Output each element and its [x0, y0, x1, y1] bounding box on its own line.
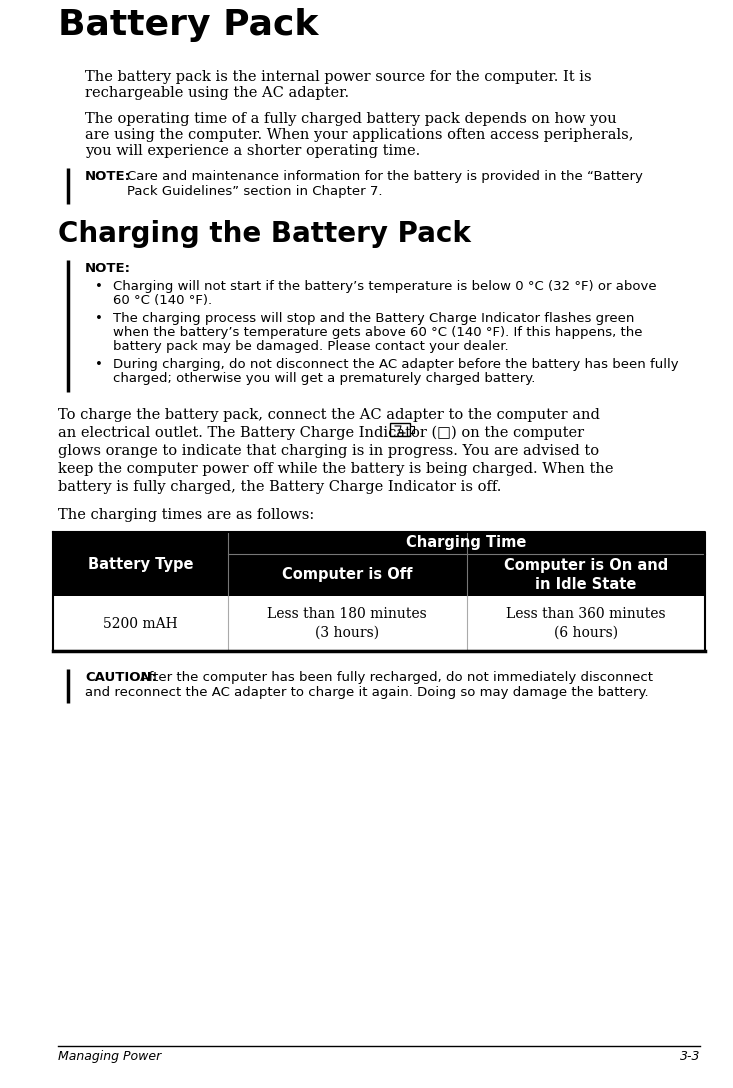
- Text: Managing Power: Managing Power: [58, 1050, 161, 1063]
- Text: Pack Guidelines” section in Chapter 7.: Pack Guidelines” section in Chapter 7.: [127, 185, 383, 198]
- Text: •: •: [95, 280, 103, 293]
- Text: and reconnect the AC adapter to charge it again. Doing so may damage the battery: and reconnect the AC adapter to charge i…: [85, 687, 649, 698]
- Text: 60 °C (140 °F).: 60 °C (140 °F).: [113, 294, 212, 307]
- Text: when the battery’s temperature gets above 60 °C (140 °F). If this happens, the: when the battery’s temperature gets abov…: [113, 326, 643, 339]
- Bar: [410, 426, 414, 433]
- Text: NOTE:: NOTE:: [85, 170, 131, 183]
- Text: Charging will not start if the battery’s temperature is below 0 °C (32 °F) or ab: Charging will not start if the battery’s…: [113, 280, 657, 293]
- Text: 3-3: 3-3: [679, 1050, 700, 1063]
- Text: CAUTION:: CAUTION:: [85, 671, 157, 684]
- Text: charged; otherwise you will get a prematurely charged battery.: charged; otherwise you will get a premat…: [113, 372, 535, 385]
- Text: Computer is Off: Computer is Off: [282, 568, 413, 582]
- Text: you will experience a shorter operating time.: you will experience a shorter operating …: [85, 144, 420, 158]
- Bar: [390, 423, 410, 436]
- Text: Less than 180 minutes
(3 hours): Less than 180 minutes (3 hours): [268, 607, 427, 640]
- Text: rechargeable using the AC adapter.: rechargeable using the AC adapter.: [85, 86, 349, 100]
- Text: To charge the battery pack, connect the AC adapter to the computer and: To charge the battery pack, connect the …: [58, 408, 600, 422]
- Text: After the computer has been fully recharged, do not immediately disconnect: After the computer has been fully rechar…: [140, 671, 653, 684]
- Bar: [53, 532, 705, 596]
- Text: Battery Type: Battery Type: [88, 556, 194, 571]
- Text: glows orange to indicate that charging is in progress. You are advised to: glows orange to indicate that charging i…: [58, 444, 599, 458]
- Text: The charging times are as follows:: The charging times are as follows:: [58, 508, 314, 522]
- Text: During charging, do not disconnect the AC adapter before the battery has been fu: During charging, do not disconnect the A…: [113, 358, 679, 371]
- Text: The operating time of a fully charged battery pack depends on how you: The operating time of a fully charged ba…: [85, 112, 616, 126]
- Text: Charging the Battery Pack: Charging the Battery Pack: [58, 220, 471, 248]
- Bar: [53, 596, 705, 651]
- Text: Charging Time: Charging Time: [406, 535, 527, 551]
- Text: The battery pack is the internal power source for the computer. It is: The battery pack is the internal power s…: [85, 70, 592, 84]
- Text: Less than 360 minutes
(6 hours): Less than 360 minutes (6 hours): [506, 607, 666, 640]
- Text: NOTE:: NOTE:: [85, 262, 131, 275]
- Text: battery pack may be damaged. Please contact your dealer.: battery pack may be damaged. Please cont…: [113, 339, 509, 353]
- Text: keep the computer power off while the battery is being charged. When the: keep the computer power off while the ba…: [58, 462, 614, 477]
- Text: Computer is On and
in Idle State: Computer is On and in Idle State: [504, 558, 668, 592]
- Text: Battery Pack: Battery Pack: [58, 8, 318, 42]
- Text: battery is fully charged, the Battery Charge Indicator is off.: battery is fully charged, the Battery Ch…: [58, 480, 501, 494]
- Text: The charging process will stop and the Battery Charge Indicator flashes green: The charging process will stop and the B…: [113, 312, 634, 325]
- Text: 5200 mAH: 5200 mAH: [103, 617, 178, 631]
- Text: •: •: [95, 312, 103, 325]
- Text: an electrical outlet. The Battery Charge Indicator (□) on the computer: an electrical outlet. The Battery Charge…: [58, 426, 584, 441]
- Text: •: •: [95, 358, 103, 371]
- Text: are using the computer. When your applications often access peripherals,: are using the computer. When your applic…: [85, 128, 633, 143]
- Text: Care and maintenance information for the battery is provided in the “Battery: Care and maintenance information for the…: [127, 170, 643, 183]
